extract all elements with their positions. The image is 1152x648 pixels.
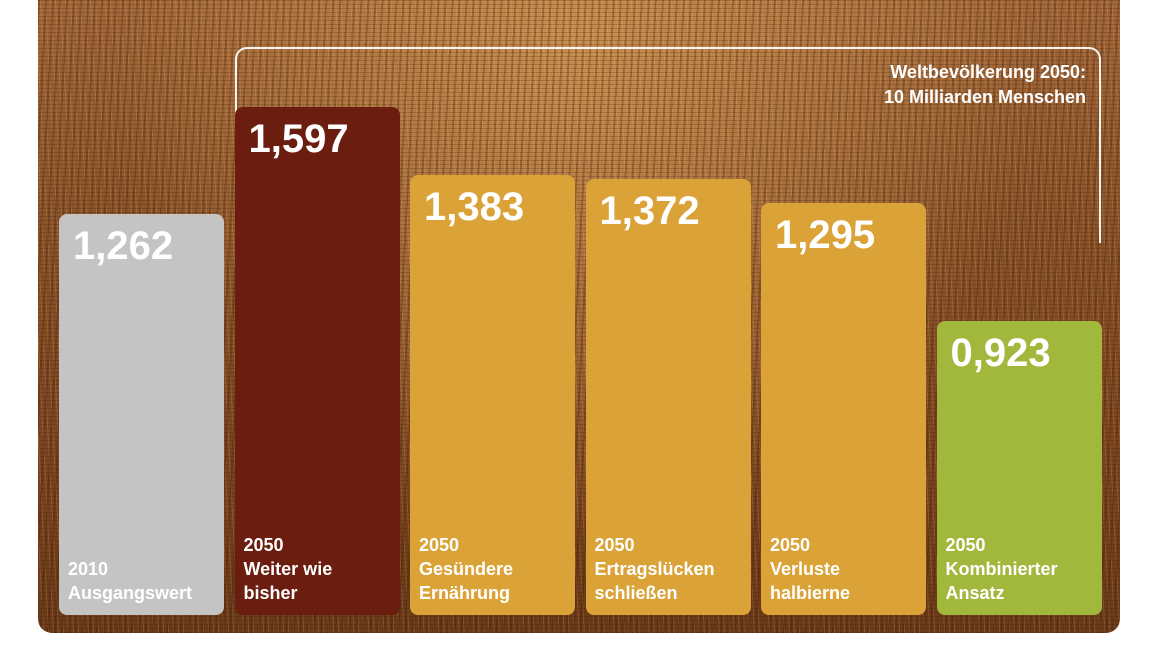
bar-value-label: 1,383 [424, 185, 525, 230]
bar-category-label: 2050 Weiter wie bisher [244, 533, 333, 605]
bar-category-line: Kombinierter [945, 558, 1058, 579]
bar-1: 1,597 2050 Weiter wie bisher [234, 107, 400, 615]
bar-category-label: 2050 Verluste halbierne [770, 533, 850, 605]
bar-category-line: 2050 [594, 534, 635, 555]
bar-2: 1,383 2050 Gesündere Ernährung [410, 175, 575, 615]
annotation-line-1: Weltbevölkerung 2050: [890, 62, 1086, 82]
bar-category-line: 2050 [770, 534, 811, 555]
bar-5: 0,923 2050 Kombinierter Ansatz [936, 321, 1102, 615]
bar-category-line: 2050 [419, 534, 460, 555]
bar-value-label: 1,295 [775, 213, 876, 258]
bar-value-label: 1,372 [599, 188, 700, 233]
bar-category-line: Gesündere [419, 558, 514, 579]
bar-category-line: 2050 [945, 534, 986, 555]
bar-category-line: schließen [594, 582, 678, 603]
bar-category-label: 2050 Kombinierter Ansatz [946, 533, 1058, 605]
bar-category-label: 2050 Gesündere Ernährung [419, 533, 513, 605]
bar-value-label: 0,923 [950, 331, 1051, 376]
bar-category-line: 2050 [243, 534, 284, 555]
bar-category-line: Ausgangswert [68, 582, 193, 603]
bar-3: 1,372 2050 Ertragslücken schließen [585, 178, 751, 615]
bar-category-label: 2010 Ausgangswert [68, 557, 192, 605]
bar-category-line: Ertragslücken [594, 558, 715, 579]
bar-category-line: Weiter wie [243, 558, 333, 579]
bar-category-line: Ansatz [945, 582, 1005, 603]
bar-category-label: 2050 Ertragslücken schließen [595, 533, 715, 605]
population-annotation: Weltbevölkerung 2050: 10 Milliarden Mens… [884, 60, 1086, 110]
bar-category-line: 2010 [68, 558, 109, 579]
bar-4: 1,295 2050 Verluste halbierne [761, 203, 926, 615]
bar-category-line: halbierne [770, 582, 851, 603]
bar-category-line: bisher [243, 582, 298, 603]
bar-0: 1,262 2010 Ausgangswert [59, 213, 224, 615]
bar-value-label: 1,597 [248, 117, 349, 162]
bar-category-line: Ernährung [419, 582, 511, 603]
bar-category-line: Verluste [770, 558, 841, 579]
annotation-line-2: 10 Milliarden Menschen [883, 87, 1086, 107]
bar-value-label: 1,262 [73, 223, 174, 268]
